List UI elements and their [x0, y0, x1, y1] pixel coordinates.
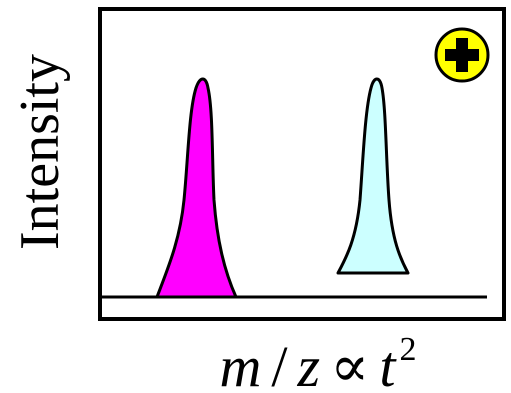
x-label-t: t: [379, 334, 397, 393]
peak-magenta: [155, 77, 238, 299]
positive-polarity-badge: [434, 27, 490, 83]
peak-cyan: [336, 77, 410, 275]
x-label-slash: /: [271, 334, 288, 393]
x-label-proportional: ∝: [330, 334, 369, 393]
x-label-m: m: [220, 334, 262, 393]
plus-icon: [445, 38, 479, 72]
x-label-z: z: [297, 334, 321, 393]
x-label-exponent: 2: [399, 331, 416, 368]
y-axis-label: Intensity: [9, 54, 71, 250]
plot-frame: [98, 7, 506, 321]
x-axis-label: m / z ∝ t 2: [220, 331, 417, 393]
